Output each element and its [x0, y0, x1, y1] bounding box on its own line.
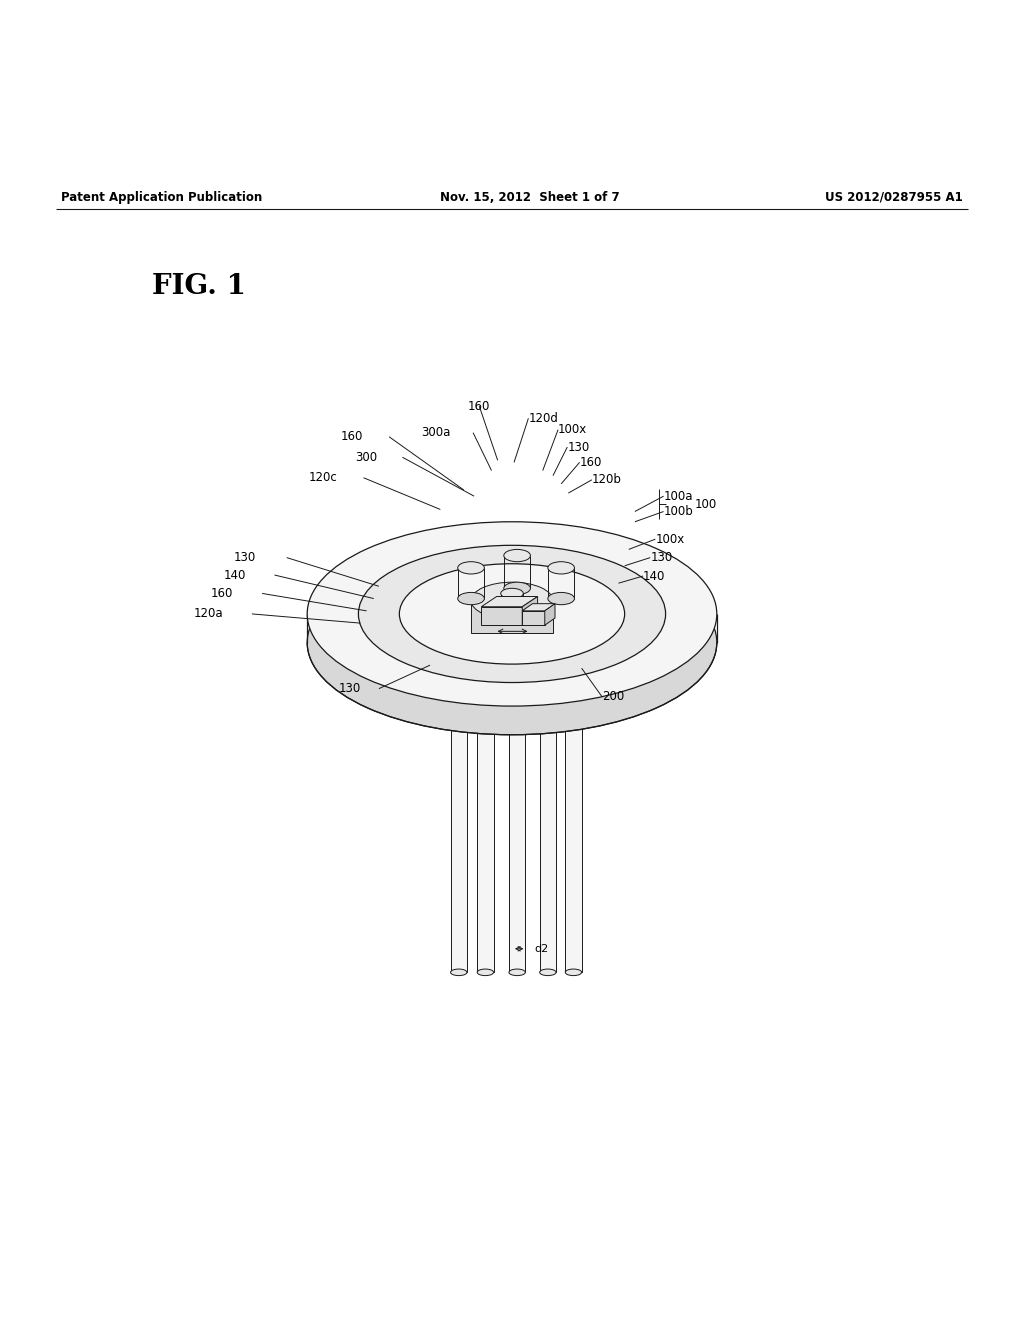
Text: 130: 130: [338, 682, 360, 696]
Ellipse shape: [540, 969, 556, 975]
Text: 200: 200: [602, 690, 625, 704]
Ellipse shape: [451, 969, 467, 975]
Ellipse shape: [477, 969, 494, 975]
Polygon shape: [481, 607, 522, 626]
Polygon shape: [471, 601, 553, 634]
Ellipse shape: [307, 550, 717, 735]
Text: 130: 130: [567, 441, 590, 454]
Text: 120d: 120d: [528, 412, 558, 425]
Ellipse shape: [565, 969, 582, 975]
Polygon shape: [522, 611, 545, 626]
Ellipse shape: [565, 657, 582, 663]
Ellipse shape: [509, 969, 525, 975]
Text: 100a: 100a: [664, 490, 693, 503]
Text: 160: 160: [468, 400, 490, 413]
Ellipse shape: [307, 521, 717, 706]
Bar: [477, 660, 494, 973]
Ellipse shape: [399, 564, 625, 664]
Text: 130: 130: [233, 552, 256, 564]
Polygon shape: [545, 603, 555, 626]
Text: 160: 160: [341, 430, 364, 444]
Bar: [451, 660, 467, 973]
Text: 100b: 100b: [664, 506, 693, 517]
Ellipse shape: [504, 549, 530, 562]
Bar: [540, 660, 556, 973]
Ellipse shape: [471, 582, 553, 619]
Text: 160: 160: [211, 587, 233, 599]
Text: 100x: 100x: [558, 424, 588, 436]
Ellipse shape: [540, 657, 556, 663]
Polygon shape: [481, 597, 538, 607]
Text: US 2012/0287955 A1: US 2012/0287955 A1: [824, 190, 963, 203]
Text: 100x: 100x: [655, 533, 685, 545]
Text: d1: d1: [506, 614, 519, 624]
Ellipse shape: [509, 657, 525, 663]
Ellipse shape: [458, 593, 484, 605]
Text: 300a: 300a: [421, 426, 451, 440]
Ellipse shape: [548, 562, 574, 574]
Text: 300: 300: [354, 450, 377, 463]
Ellipse shape: [358, 545, 666, 682]
Bar: [509, 660, 525, 973]
Text: 100: 100: [694, 498, 717, 511]
Text: Patent Application Publication: Patent Application Publication: [61, 190, 263, 203]
Text: 130: 130: [650, 552, 673, 564]
Text: 120a: 120a: [194, 607, 223, 620]
Text: 160: 160: [580, 455, 602, 469]
Ellipse shape: [548, 593, 574, 605]
Ellipse shape: [477, 657, 494, 663]
Text: 120b: 120b: [592, 474, 622, 486]
Ellipse shape: [504, 582, 530, 594]
Polygon shape: [522, 597, 538, 626]
Text: Nov. 15, 2012  Sheet 1 of 7: Nov. 15, 2012 Sheet 1 of 7: [440, 190, 620, 203]
Text: 140: 140: [643, 569, 666, 582]
Text: 140: 140: [223, 569, 246, 582]
Text: FIG. 1: FIG. 1: [152, 273, 246, 300]
Ellipse shape: [501, 589, 523, 598]
Text: d2: d2: [535, 944, 549, 954]
Bar: [565, 660, 582, 973]
Text: 120c: 120c: [309, 471, 338, 484]
Polygon shape: [522, 603, 555, 611]
Ellipse shape: [458, 562, 484, 574]
Ellipse shape: [501, 614, 523, 624]
Ellipse shape: [451, 657, 467, 663]
